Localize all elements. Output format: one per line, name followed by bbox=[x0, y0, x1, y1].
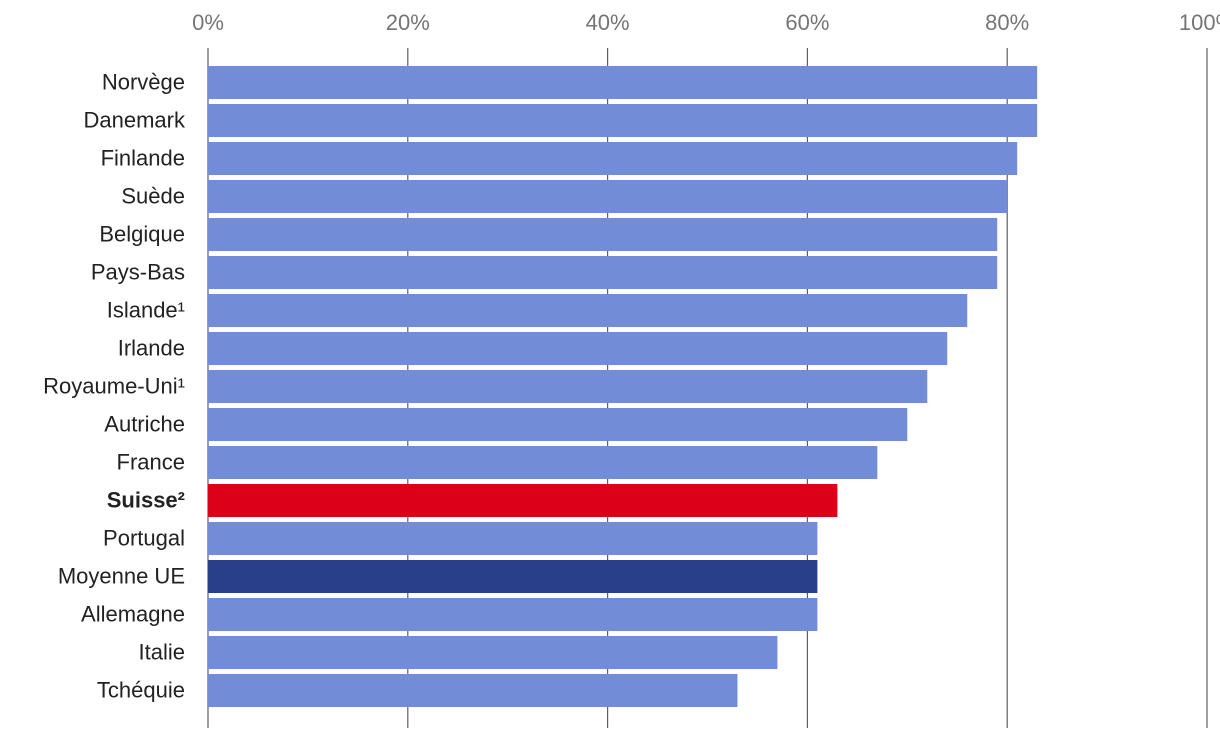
bar bbox=[208, 674, 738, 707]
category-label: Moyenne UE bbox=[58, 564, 185, 589]
category-label: Irlande bbox=[118, 336, 185, 361]
category-label: Royaume-Uni¹ bbox=[43, 374, 185, 399]
category-label: Belgique bbox=[99, 222, 185, 247]
bar bbox=[208, 636, 778, 669]
bar bbox=[208, 218, 998, 251]
category-label: Portugal bbox=[103, 526, 185, 551]
bar bbox=[208, 294, 968, 327]
bar bbox=[208, 560, 818, 593]
bars bbox=[208, 66, 1038, 707]
category-label: Pays-Bas bbox=[91, 260, 185, 285]
category-labels: Norvège Danemark Finlande Suède Belgique Pays… bbox=[43, 70, 186, 703]
x-tick-label: 80% bbox=[985, 10, 1029, 35]
category-label: Norvège bbox=[102, 70, 185, 95]
bar bbox=[208, 598, 818, 631]
category-label: Suède bbox=[121, 184, 185, 209]
bar bbox=[208, 180, 1008, 213]
bar bbox=[208, 408, 908, 441]
category-label: Danemark bbox=[84, 108, 186, 133]
x-tick-label: 40% bbox=[586, 10, 630, 35]
bar bbox=[208, 370, 928, 403]
bar bbox=[208, 446, 878, 479]
x-axis-ticks: 0% 20% 40% 60% 80% 100% bbox=[192, 10, 1220, 35]
category-label: Finlande bbox=[101, 146, 185, 171]
bar bbox=[208, 256, 998, 289]
category-label: France bbox=[117, 450, 185, 475]
category-label: Allemagne bbox=[81, 602, 185, 627]
bar bbox=[208, 332, 948, 365]
bar bbox=[208, 484, 838, 517]
x-tick-label: 100% bbox=[1179, 10, 1220, 35]
bar bbox=[208, 522, 818, 555]
category-label: Italie bbox=[139, 640, 185, 665]
bar bbox=[208, 142, 1018, 175]
x-tick-label: 60% bbox=[785, 10, 829, 35]
bar bbox=[208, 66, 1038, 99]
category-label: Autriche bbox=[104, 412, 185, 437]
x-tick-label: 20% bbox=[386, 10, 430, 35]
category-label: Islande¹ bbox=[107, 298, 185, 323]
x-tick-label: 0% bbox=[192, 10, 224, 35]
bar bbox=[208, 104, 1038, 137]
category-label: Tchéquie bbox=[97, 678, 185, 703]
category-label: Suisse² bbox=[107, 488, 185, 513]
